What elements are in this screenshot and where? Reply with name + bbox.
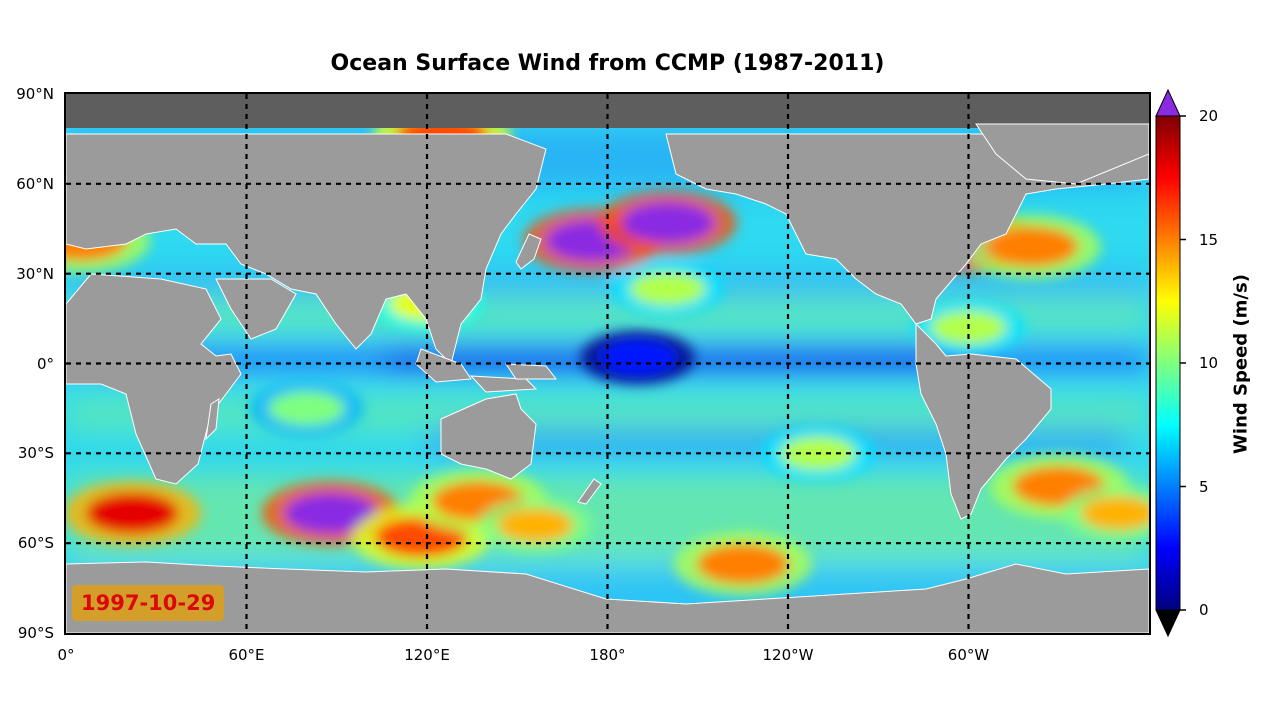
grid-lines xyxy=(66,94,1149,633)
colorbar-tick-label: 5 xyxy=(1199,477,1209,496)
lat-tick-label: 90°S xyxy=(17,624,54,642)
wind-feature xyxy=(284,493,377,534)
land-madagascar xyxy=(205,398,220,441)
land-sumatra xyxy=(415,348,472,383)
land-japan xyxy=(515,233,542,270)
lon-tick-label: 0° xyxy=(57,646,75,664)
colorbar xyxy=(1155,88,1186,638)
wind-feature xyxy=(629,271,706,306)
date-badge: 1997-10-29 xyxy=(72,585,225,621)
colorbar-tick-label: 0 xyxy=(1199,601,1209,619)
land-africa xyxy=(66,273,242,485)
land-new-guinea xyxy=(505,363,558,380)
lat-tick-label: 90°N xyxy=(16,85,54,103)
colorbar-tick-label: 15 xyxy=(1199,230,1219,249)
lon-tick-label: 120°E xyxy=(404,646,450,664)
lat-tick-label: 60°N xyxy=(16,174,54,193)
wind-feature xyxy=(696,544,789,585)
colorbar-label: Wind Speed (m/s) xyxy=(1230,274,1252,454)
land-masses xyxy=(66,123,1149,633)
lat-tick-label: 30°N xyxy=(16,264,54,283)
land-new-zealand xyxy=(577,478,602,505)
land-java-borneo xyxy=(469,375,538,393)
wind-feature xyxy=(1080,496,1149,531)
wind-feature xyxy=(621,202,714,243)
chart-title: Ocean Surface Wind from CCMP (1987-2011) xyxy=(330,51,885,76)
lat-tick-label: 60°S xyxy=(17,534,54,553)
lon-tick-label: 60°W xyxy=(947,646,990,664)
colorbar-tick-label: 20 xyxy=(1199,107,1219,125)
land-south-america xyxy=(915,322,1052,520)
lat-tick-label: 0° xyxy=(36,354,54,373)
lon-tick-label: 60°E xyxy=(228,646,265,664)
wind-feature xyxy=(497,508,574,543)
lat-tick-label: 30°S xyxy=(17,444,54,463)
wind-feature xyxy=(268,391,345,426)
wind-feature xyxy=(599,340,676,375)
lon-tick-label: 120°W xyxy=(762,646,814,664)
wind-feature xyxy=(86,493,179,534)
colorbar-gradient xyxy=(1155,115,1181,611)
colorbar-over-arrow xyxy=(1155,88,1181,117)
map-plot-area xyxy=(64,92,1151,635)
colorbar-tick-label: 10 xyxy=(1199,354,1219,372)
land-arabia xyxy=(215,278,297,340)
land-australia xyxy=(440,393,537,480)
land-antarctica xyxy=(66,561,1149,633)
wind-speed-map xyxy=(66,94,1149,633)
colorbar-under-arrow xyxy=(1155,609,1181,638)
wind-feature xyxy=(985,226,1078,267)
lon-tick-label: 180° xyxy=(589,646,626,664)
